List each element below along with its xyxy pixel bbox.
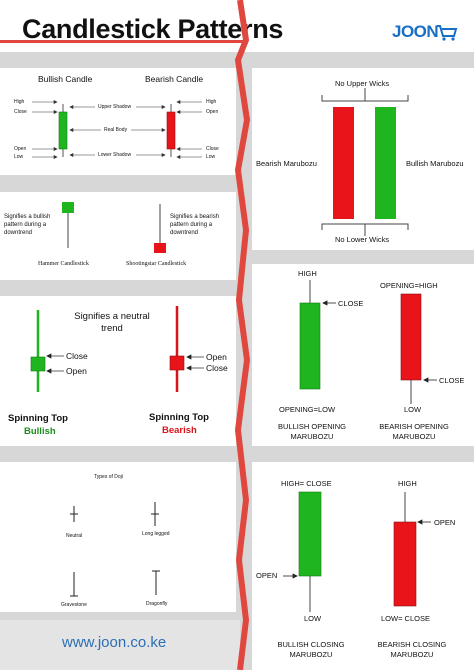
hammer-candle xyxy=(62,202,74,213)
bullish-candle-title: Bullish Candle xyxy=(38,74,93,84)
spinning-top-bullish-title: Spinning Top xyxy=(8,413,68,424)
spinning-top-bearish-title: Spinning Top xyxy=(149,412,209,423)
brand-logo: JOON xyxy=(392,22,439,41)
shootingstar-description: Signifies a bearish pattern during a dow… xyxy=(170,214,220,236)
opening-high-label: HIGH xyxy=(298,269,317,278)
bullish-marubozu-label: Bullish Marubozu xyxy=(406,159,464,168)
torn-divider xyxy=(235,0,250,670)
hammer-panel xyxy=(0,192,236,280)
doji-neutral-label: Neutral xyxy=(66,533,83,539)
spin-left-open: Open xyxy=(66,366,87,376)
bearish-candle-title: Bearish Candle xyxy=(145,74,204,84)
opening-low-right-label: LOW xyxy=(404,405,422,414)
hammer-label: Hammer Candlestick xyxy=(38,261,89,267)
footer xyxy=(0,620,240,670)
label-open-right: Open xyxy=(206,109,219,115)
spinning-top-bearish-sub: Bearish xyxy=(162,425,197,436)
spinning-top-description: Signifies a neutral trend xyxy=(74,311,150,334)
opening-close-right-label: CLOSE xyxy=(439,376,465,385)
closing-high-close-label: HIGH= CLOSE xyxy=(281,479,332,488)
label-close-left: Close xyxy=(14,109,27,115)
label-real-body: Real Body xyxy=(104,127,128,133)
doji-gravestone-label: Gravestone xyxy=(61,602,87,608)
bearish-marubozu-candle xyxy=(333,107,354,219)
label-high-left: High xyxy=(14,99,25,105)
shootingstar-candle xyxy=(154,243,166,253)
opening-marubozu-panel xyxy=(252,264,474,446)
closing-marubozu-panel xyxy=(252,462,474,670)
closing-low-label: LOW xyxy=(304,614,322,623)
opening-low-label: OPENING=LOW xyxy=(279,405,336,414)
hammer-description: Signifies a bullish pattern during a dow… xyxy=(4,214,51,236)
shootingstar-label: Shootingstar Candlestick xyxy=(126,261,187,267)
bearish-closing-caption: BEARISH CLOSING MARUBOZU xyxy=(377,640,447,659)
opening-close-label: CLOSE xyxy=(338,299,364,308)
anatomy-bearish-body xyxy=(166,111,176,150)
label-close-right: Close xyxy=(206,146,219,152)
cart-icon xyxy=(437,25,458,41)
doji-dragonfly-label: Dragonfly xyxy=(146,601,168,607)
marubozu-panel xyxy=(252,68,474,250)
closing-open-label: OPEN xyxy=(256,571,278,580)
bullish-closing-caption: BULLISH CLOSING MARUBOZU xyxy=(277,640,345,659)
closing-high-label: HIGH xyxy=(398,479,417,488)
closing-open-right-label: OPEN xyxy=(434,518,456,527)
bullish-opening-marubozu xyxy=(299,302,321,390)
bearish-opening-caption: BEARISH OPENING MARUBOZU xyxy=(379,422,449,441)
label-high-right: High xyxy=(206,99,217,105)
bullish-opening-caption: BULLISH OPENING MARUBOZU xyxy=(278,422,346,441)
bearish-opening-marubozu xyxy=(400,293,422,381)
spinning-top-bearish xyxy=(169,355,185,371)
label-upper-shadow: Upper Shadow xyxy=(98,104,132,110)
no-upper-wicks-label: No Upper Wicks xyxy=(335,79,390,88)
doji-panel xyxy=(0,462,236,612)
label-open-left: Open xyxy=(14,146,27,152)
label-low-right: Low xyxy=(206,154,216,160)
spinning-top-bullish xyxy=(30,356,46,372)
bearish-marubozu-label: Bearish Marubozu xyxy=(256,159,317,168)
label-lower-shadow: Lower Shadow xyxy=(98,152,132,158)
website-url[interactable]: www.joon.co.ke xyxy=(62,634,167,651)
no-lower-wicks-label: No Lower Wicks xyxy=(335,235,390,244)
spin-right-open: Open xyxy=(206,352,227,362)
spin-right-close: Close xyxy=(206,363,228,373)
bearish-closing-marubozu xyxy=(393,521,417,607)
bullish-closing-marubozu xyxy=(298,491,322,577)
spinning-top-bullish-sub: Bullish xyxy=(24,426,56,437)
spin-left-close: Close xyxy=(66,351,88,361)
header-red-underline xyxy=(0,40,245,43)
label-low-left: Low xyxy=(14,154,24,160)
closing-low-close-label: LOW= CLOSE xyxy=(381,614,430,623)
bullish-marubozu-candle xyxy=(375,107,396,219)
anatomy-bullish-body xyxy=(58,111,68,150)
doji-long-legged-label: Long legged xyxy=(142,531,170,537)
doji-title: Types of Doji xyxy=(94,474,123,480)
opening-high-equal-label: OPENING=HIGH xyxy=(380,281,438,290)
